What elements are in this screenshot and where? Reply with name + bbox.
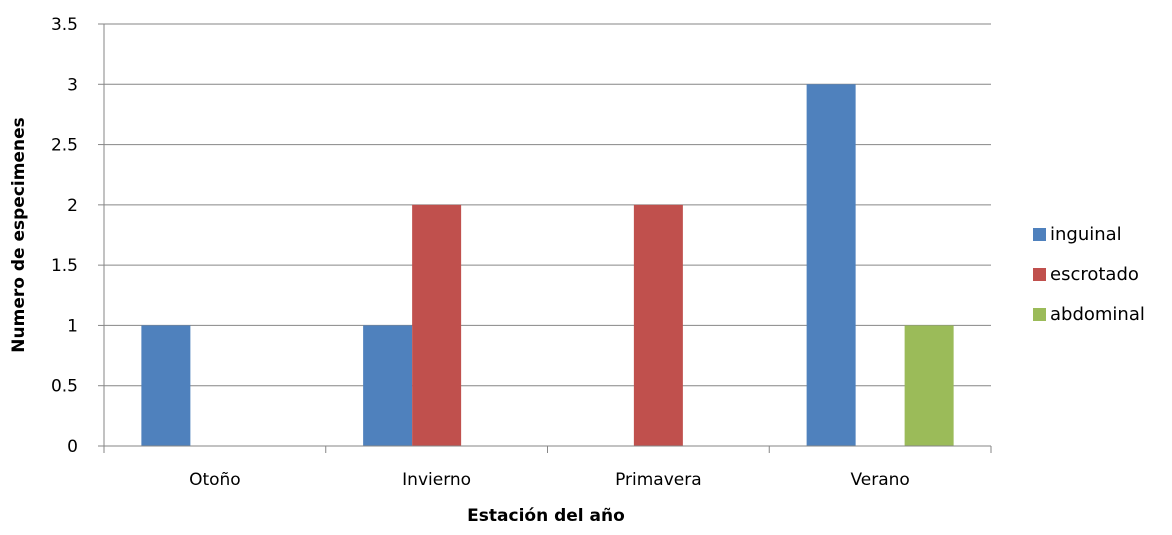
- y-tick-label: 3: [67, 75, 78, 95]
- y-tick-label: 1: [67, 316, 78, 336]
- legend-swatch-abdominal: [1033, 308, 1046, 321]
- y-tick-label: 0: [67, 437, 78, 457]
- y-tick-label: 2: [67, 196, 78, 216]
- legend-label-escrotado: escrotado: [1050, 264, 1139, 285]
- bar-escrotado-Primavera: [633, 204, 683, 446]
- legend-label-inguinal: inguinal: [1050, 224, 1122, 245]
- legend-swatch-escrotado: [1033, 268, 1046, 281]
- legend-label-abdominal: abdominal: [1050, 304, 1145, 325]
- bar-inguinal-Otoño: [141, 325, 191, 446]
- legend: inguinal escrotado abdominal: [1033, 224, 1145, 325]
- x-tick-label: Primavera: [615, 470, 702, 490]
- x-tick-label: Invierno: [402, 470, 471, 490]
- bar-inguinal-Invierno: [363, 325, 413, 446]
- x-tick-label: Verano: [850, 470, 909, 490]
- x-tick-label: Otoño: [189, 470, 241, 490]
- x-axis-title: Estación del año: [467, 506, 625, 526]
- gridlines: [104, 23, 991, 387]
- bar-inguinal-Verano: [806, 84, 856, 447]
- y-axis-title: Numero de especimenes: [9, 117, 29, 352]
- y-tick-label: 1.5: [51, 256, 78, 276]
- x-tick-labels: Otoño Invierno Primavera Verano: [189, 470, 910, 490]
- y-tick-labels: 0 0.5 1 1.5 2 2.5 3 3.5: [51, 15, 78, 457]
- y-tick-label: 3.5: [51, 15, 78, 35]
- axes: [98, 23, 992, 453]
- y-tick-label: 0.5: [51, 377, 78, 397]
- bars: [141, 84, 954, 447]
- bar-escrotado-Invierno: [412, 204, 462, 446]
- bar-abdominal-Verano: [904, 325, 954, 446]
- legend-swatch-inguinal: [1033, 228, 1046, 241]
- y-tick-label: 2.5: [51, 136, 78, 156]
